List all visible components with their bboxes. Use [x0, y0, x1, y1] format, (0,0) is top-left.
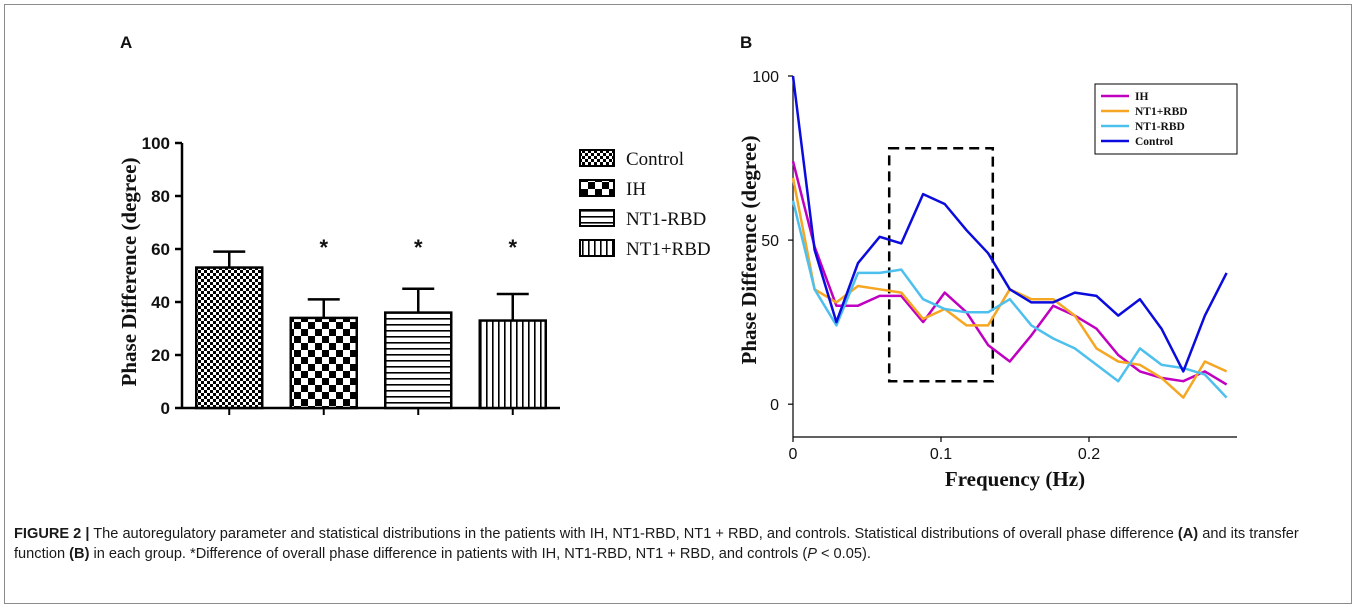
- panel-a-y-tick-label: 40: [151, 293, 170, 312]
- panel-b-x-tick-label: 0.1: [930, 446, 952, 463]
- panel-a-y-tick-label: 100: [142, 134, 170, 153]
- panel-a-legend: Control IH NT1-RBD NT1+RBD: [579, 149, 711, 260]
- figure-frame: [4, 4, 1352, 604]
- panel-a-legend-swatch: [579, 209, 615, 227]
- panel-a-bar-control: [195, 266, 264, 410]
- panel-a-legend-label: NT1+RBD: [626, 239, 711, 260]
- panel-a-y-tick-label: 0: [161, 399, 170, 418]
- panel-b-dashed-highlight-rect: [887, 146, 995, 383]
- panel-b-legend-label: Control: [1135, 136, 1173, 148]
- caption-ref-a: (A): [1177, 526, 1199, 542]
- panel-b-series-control: [791, 75, 1228, 373]
- panel-b-x-tick-label: 0.2: [1078, 446, 1100, 463]
- panel-b-highlight-box: [887, 146, 995, 383]
- caption-label: FIGURE 2 |: [14, 526, 90, 542]
- caption-p-symbol: P: [807, 546, 817, 562]
- panel-a-y-axis-label: Phase Difference (degree): [117, 158, 141, 387]
- panel-a-legend-swatch: [579, 149, 615, 167]
- panel-a-letter: A: [120, 33, 132, 52]
- panel-a-bar-ih: [289, 316, 358, 410]
- panel-a-legend-swatch: [579, 179, 615, 197]
- panel-b-axes: 0 50 100 0 0.1 0.2: [752, 69, 1237, 463]
- panel-b-y-tick-label: 50: [761, 233, 779, 250]
- caption-text-2: and its transfer function: [14, 526, 1299, 562]
- panel-b-x-axis-label: Frequency (Hz): [945, 467, 1085, 491]
- figure-caption: FIGURE 2 | The autoregulatory parameter …: [14, 524, 1342, 564]
- panel-a-significance-star: *: [414, 235, 423, 260]
- panel-b-legend-label: NT1-RBD: [1135, 121, 1185, 133]
- panel-b-series-lines: [791, 75, 1228, 399]
- caption-text-4: < 0.05).: [816, 546, 871, 562]
- panel-b-x-tick-label: 0: [789, 446, 798, 463]
- caption-ref-b: (B): [69, 546, 90, 562]
- panel-b-y-axis-label: Phase Difference (degree): [737, 136, 761, 365]
- panel-a-y-tick-label: 20: [151, 346, 170, 365]
- panel-b-legend: IH NT1+RBD NT1-RBD Control: [1094, 83, 1238, 155]
- panel-b-series-ih: [791, 160, 1228, 386]
- panel-b-series-nt1-rbd: [791, 200, 1228, 399]
- panel-b-legend-label: IH: [1135, 91, 1148, 103]
- panel-a-bar-nt1-rbd: [384, 311, 453, 410]
- panel-b-legend-label: NT1+RBD: [1135, 106, 1188, 118]
- panel-a-legend-swatch: [579, 239, 615, 257]
- panel-a-legend-label: IH: [626, 179, 646, 200]
- panel-a-significance-star: *: [319, 235, 328, 260]
- panel-b-letter: B: [740, 33, 752, 52]
- panel-a-y-tick-label: 60: [151, 240, 170, 259]
- panel-a-y-tick-label: 80: [151, 187, 170, 206]
- panel-a-legend-label: NT1-RBD: [626, 209, 706, 230]
- panel-a-bars: * * *: [195, 235, 547, 410]
- panel-a-legend-label: Control: [626, 149, 684, 170]
- caption-text-3: in each group. *Difference of overall ph…: [89, 546, 808, 562]
- panel-b-y-tick-label: 0: [770, 397, 779, 414]
- panel-a-bar-nt1-rbd: [478, 319, 547, 410]
- panel-b-y-tick-label: 100: [752, 69, 779, 86]
- caption-text-1: The autoregulatory parameter and statist…: [89, 526, 1178, 542]
- panel-a-significance-star: *: [508, 235, 517, 260]
- panel-a-bar-chart: 0 20 40 60 80 100 * * * Control IH NT1-RBD NT1+RBD…: [117, 134, 711, 418]
- panel-b-line-chart: 0 50 100 0 0.1 0.2 IH NT1+RBD NT1-RBD Control Ph…: [737, 69, 1238, 491]
